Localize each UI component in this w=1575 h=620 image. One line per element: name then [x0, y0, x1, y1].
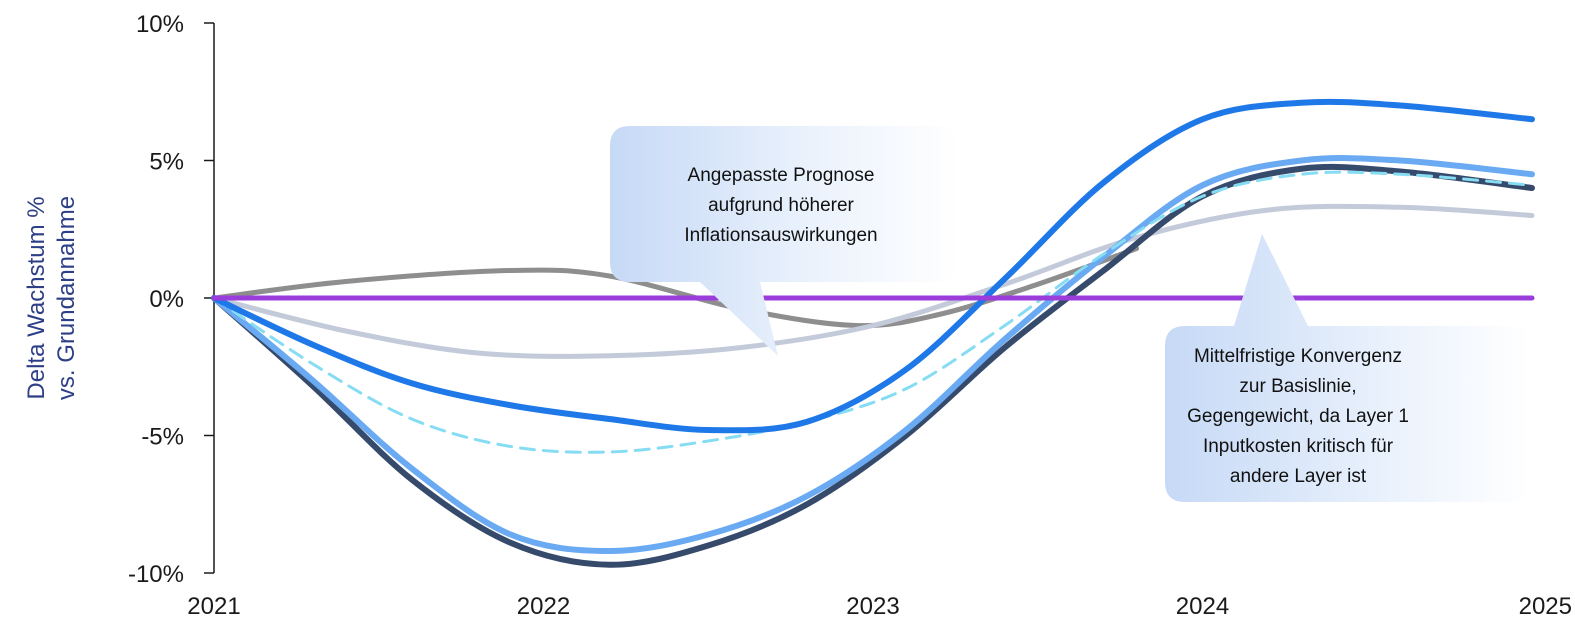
callout-convergence-line2: zur Basislinie,: [1239, 376, 1356, 397]
x-tick-label: 2023: [846, 593, 899, 620]
series-line-3: [211, 163, 1535, 568]
callout-inflation-line2: aufgrund höherer: [708, 195, 854, 216]
callout-convergence-line3: Gegengewicht, da Layer 1: [1187, 406, 1409, 427]
y-axis-label-line2: vs. Grundannahme: [53, 196, 80, 400]
callout-convergence: Mittelfristige Konvergenz zur Basislinie…: [1165, 234, 1530, 502]
callout-convergence-line1: Mittelfristige Konvergenz: [1194, 346, 1402, 367]
x-tick-label: 2022: [517, 593, 570, 620]
callout-inflation-shape: [610, 126, 960, 356]
x-ticks: 2021 2022 2023 2024 2025: [187, 593, 1572, 620]
callout-convergence-line4: Inputkosten kritisch für: [1203, 436, 1394, 457]
y-tick-label: 0%: [149, 286, 184, 313]
y-tick-label: -10%: [128, 561, 184, 588]
x-tick-label: 2025: [1519, 593, 1572, 620]
callout-convergence-shape: [1165, 234, 1530, 502]
y-tick-label: -5%: [141, 424, 184, 451]
x-tick-label: 2024: [1176, 593, 1229, 620]
callout-inflation: Angepasste Prognose aufgrund höherer Inf…: [610, 126, 960, 356]
callout-inflation-line3: Inflationsauswirkungen: [684, 225, 877, 246]
series-line-2: [211, 203, 1535, 359]
y-tick-label: 10%: [136, 11, 184, 38]
y-axis-label-line1: Delta Wachstum %: [23, 196, 50, 399]
callout-convergence-line5: andere Layer ist: [1230, 466, 1367, 487]
series-line-5: [212, 170, 1534, 454]
x-tick-label: 2021: [187, 593, 240, 620]
series-line-4: [211, 155, 1535, 554]
y-tick-label: 5%: [149, 149, 184, 176]
axes: 10% 5% 0% -5% -10% 2021 2022 2023 2024 2025: [128, 11, 1572, 620]
callout-inflation-line1: Angepasste Prognose: [688, 165, 875, 186]
y-ticks: 10% 5% 0% -5% -10%: [128, 11, 214, 588]
series-line-6: [211, 98, 1535, 434]
